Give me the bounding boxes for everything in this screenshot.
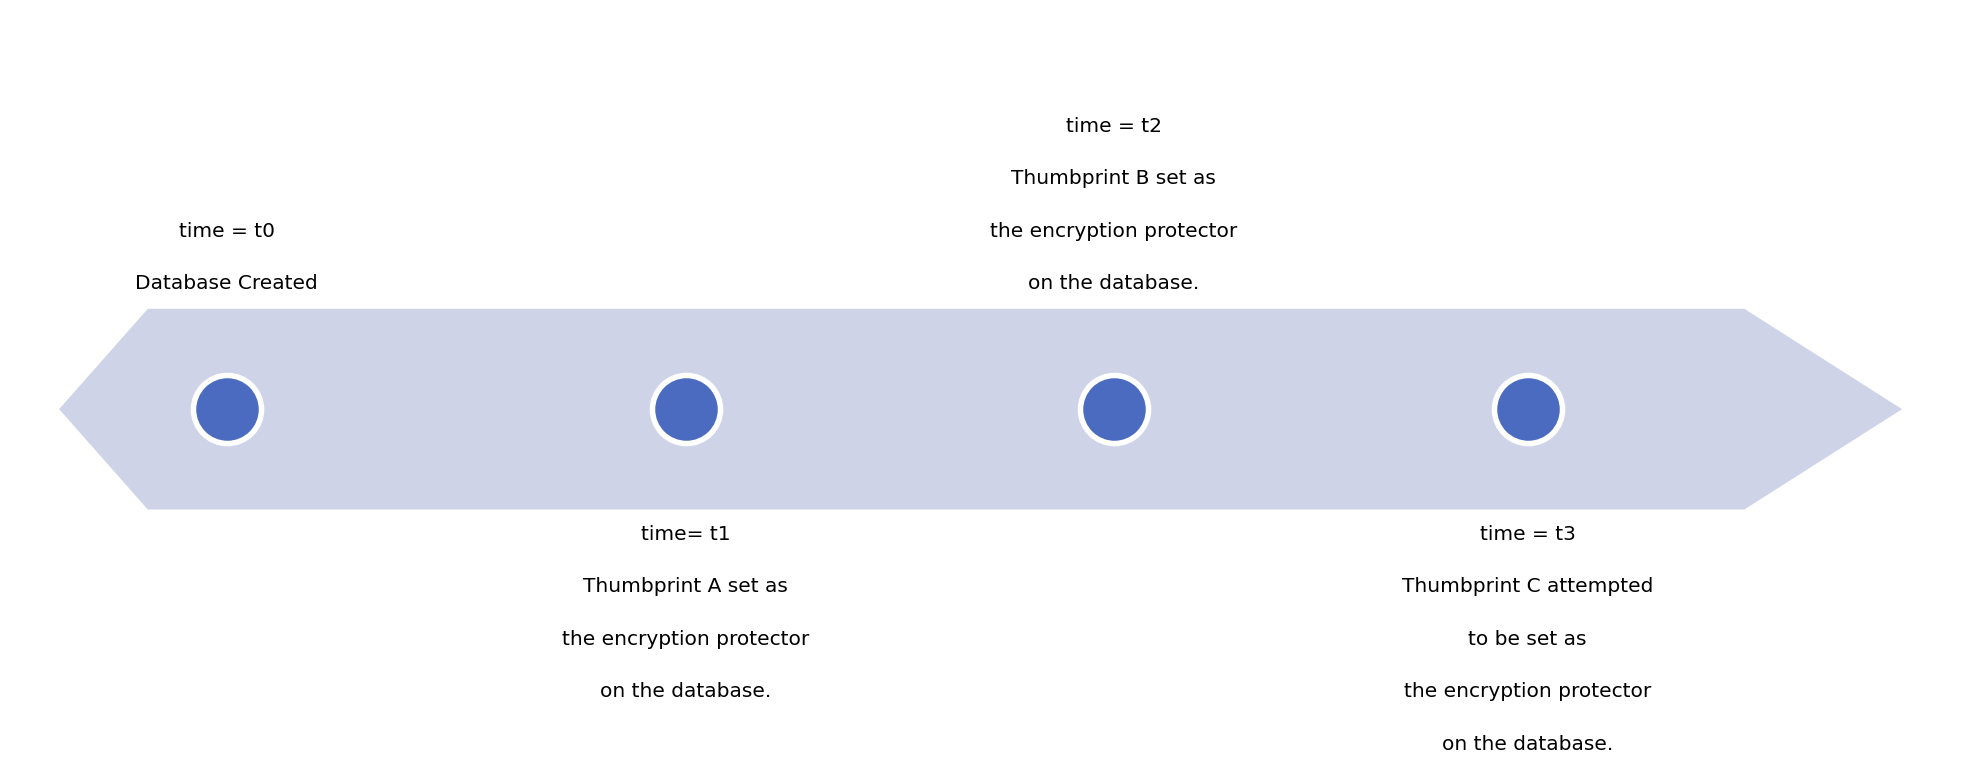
Point (1098, 403, 1129, 415)
Text: Thumbprint C attempted: Thumbprint C attempted (1401, 577, 1654, 597)
Point (1512, 403, 1543, 415)
Point (1098, 403, 1129, 415)
Text: to be set as: to be set as (1468, 630, 1587, 649)
Point (211, 403, 242, 415)
Text: time = t2: time = t2 (1066, 117, 1161, 136)
Text: Thumbprint A set as: Thumbprint A set as (583, 577, 788, 597)
Text: the encryption protector: the encryption protector (989, 222, 1238, 241)
Text: time = t0: time = t0 (179, 222, 274, 241)
Text: time= t1: time= t1 (641, 525, 731, 544)
Text: Database Created: Database Created (136, 274, 317, 293)
Polygon shape (59, 309, 1902, 510)
Text: on the database.: on the database. (601, 682, 771, 702)
Point (211, 403, 242, 415)
Text: the encryption protector: the encryption protector (1403, 682, 1652, 702)
Text: Thumbprint B set as: Thumbprint B set as (1011, 169, 1216, 188)
Point (670, 403, 702, 415)
Text: on the database.: on the database. (1029, 274, 1198, 293)
Point (670, 403, 702, 415)
Text: the encryption protector: the encryption protector (562, 630, 810, 649)
Text: time = t3: time = t3 (1480, 525, 1575, 544)
Point (1512, 403, 1543, 415)
Text: on the database.: on the database. (1443, 735, 1612, 754)
